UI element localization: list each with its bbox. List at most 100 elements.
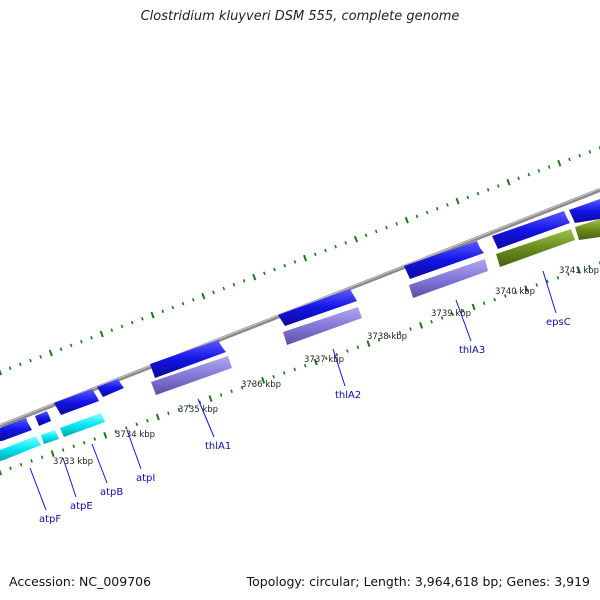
minor-tick (212, 290, 215, 295)
minor-tick (82, 440, 86, 445)
gene-arrow[interactable] (569, 199, 600, 223)
minor-tick (141, 317, 144, 321)
major-tick (313, 358, 318, 366)
major-tick (557, 159, 562, 167)
gene-label-atpF[interactable]: atpF (39, 514, 61, 525)
leader-line (197, 398, 215, 438)
major-tick (524, 285, 529, 293)
operon-block-lavender (409, 259, 488, 298)
minor-tick (440, 316, 444, 320)
operon-row (0, 219, 600, 461)
gene-arrow[interactable] (278, 289, 357, 326)
minor-tick (120, 324, 124, 329)
leader-line (126, 429, 142, 470)
minor-tick (219, 393, 223, 397)
minor-tick (293, 260, 297, 264)
minor-tick (222, 286, 226, 291)
major-tick (201, 292, 206, 300)
minor-tick (546, 279, 549, 284)
operon-block-cyan (60, 413, 105, 437)
operon-block-lavender (151, 356, 232, 395)
minor-tick (293, 367, 297, 372)
minor-tick (72, 444, 75, 449)
minor-tick (435, 206, 439, 211)
major-tick (150, 311, 155, 319)
gene-arrow[interactable] (492, 211, 570, 249)
minor-tick (90, 336, 93, 340)
gene-label-thlA2[interactable]: thlA2 (335, 390, 361, 401)
minor-tick (344, 241, 348, 245)
minor-tick (181, 301, 185, 306)
gene-arrow[interactable] (35, 411, 51, 426)
minor-tick (446, 203, 449, 207)
minor-tick (188, 404, 191, 408)
minor-tick (493, 297, 497, 302)
gene-arrow[interactable] (404, 241, 484, 279)
minor-tick (303, 363, 307, 368)
major-tick (48, 349, 53, 357)
major-tick (353, 235, 359, 243)
minor-tick (514, 290, 518, 295)
leader-line (62, 457, 77, 498)
gene-arrow[interactable] (97, 379, 124, 397)
kbp-label: 3739 kbp (431, 309, 471, 319)
kbp-label: 3741 kbp (559, 266, 599, 276)
minor-tick (251, 382, 254, 386)
leader-line (91, 443, 108, 484)
kbp-label: 3735 kbp (178, 405, 218, 415)
minor-tick (588, 150, 592, 154)
major-tick (208, 395, 213, 403)
minor-tick (242, 279, 246, 283)
map-title: Clostridium kluyveri DSM 555, complete g… (140, 9, 460, 24)
major-tick (404, 216, 409, 224)
major-tick (576, 266, 581, 274)
genome-stats-text: Topology: circular; Length: 3,964,618 bp… (246, 574, 590, 589)
leader-line (542, 270, 557, 314)
major-tick (50, 450, 55, 458)
minor-tick (29, 358, 32, 363)
operon-block-lavender (283, 307, 362, 345)
gene-arrow[interactable] (0, 418, 32, 441)
minor-tick (177, 407, 181, 412)
minor-tick (398, 330, 402, 335)
minor-tick (171, 305, 175, 310)
minor-tick (556, 275, 560, 280)
minor-tick (461, 308, 465, 313)
gene-label-thlA3[interactable]: thlA3 (459, 345, 485, 356)
genome-backbone-highlight (0, 188, 600, 426)
gene-label-thlA1[interactable]: thlA1 (205, 441, 231, 452)
minor-tick (161, 309, 165, 314)
major-tick (0, 369, 3, 376)
minor-tick (588, 264, 591, 269)
minor-tick (374, 229, 378, 234)
gene-label-atpI[interactable]: atpI (136, 473, 155, 484)
kbp-label: 3733 kbp (53, 457, 93, 467)
minor-tick (125, 426, 128, 430)
gene-label-epsC[interactable]: epsC (546, 317, 571, 328)
gene-labels: atpF atpE atpB atpI thlA1 thlA2 thlA3 ep… (39, 317, 571, 525)
gene-label-atpE[interactable]: atpE (70, 501, 93, 512)
major-tick (506, 178, 511, 186)
gene-arrow[interactable] (54, 389, 99, 415)
kbp-label: 3734 kbp (115, 430, 155, 440)
major-tick (366, 340, 371, 348)
minor-tick (240, 385, 244, 390)
operon-block-olive (496, 229, 575, 267)
major-tick (471, 303, 476, 311)
minor-tick (8, 366, 12, 370)
minor-tick (19, 462, 23, 467)
minor-tick (230, 389, 233, 394)
gene-label-atpB[interactable]: atpB (100, 487, 123, 498)
minor-tick (167, 411, 170, 416)
minor-tick (325, 356, 328, 361)
minor-tick (496, 184, 500, 188)
minor-tick (346, 349, 349, 353)
minor-tick (19, 362, 22, 367)
leader-line (332, 348, 346, 387)
minor-tick (263, 271, 266, 276)
major-tick (455, 197, 460, 205)
minor-tick (535, 283, 539, 287)
operon-block-cyan (41, 430, 59, 444)
major-tick (252, 273, 257, 281)
gene-arrow[interactable] (150, 340, 226, 378)
